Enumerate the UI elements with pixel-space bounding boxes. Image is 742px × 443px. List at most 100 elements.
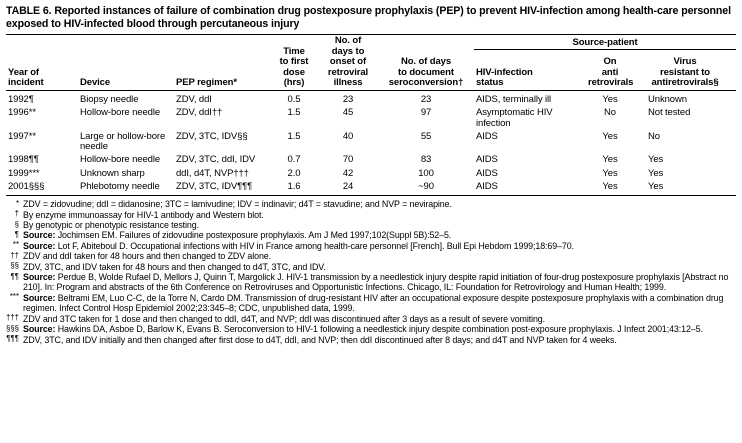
footnote-text: Source: Perdue B, Wolde Rufael D, Mellor… <box>23 272 736 293</box>
cell-virus-resistant: Yes <box>648 154 664 166</box>
cell-regimen: ZDV, ddI <box>176 93 212 105</box>
footnote: §§§ Source: Hawkins DA, Asboe D, Barlow … <box>6 324 736 335</box>
cell-regimen: ZDV, 3TC, ddI, IDV <box>176 154 256 166</box>
footnote-source-label: Source: <box>23 272 56 283</box>
col-header-device: Device <box>78 36 174 91</box>
footnote-source-label: Source: <box>23 240 56 251</box>
footnote-body: Hawkins DA, Asboe D, Barlow K, Evans B. … <box>55 324 703 335</box>
col-group-source-patient: Source-patient <box>474 36 737 51</box>
cell-year: 2001§§§ <box>6 179 78 197</box>
footnote-text: By enzyme immunoassay for HIV-1 antibody… <box>23 210 736 220</box>
footnote-text: Source: Hawkins DA, Asboe D, Barlow K, E… <box>23 324 736 334</box>
header-row-1: Year of incident Device PEP regimen* Tim… <box>6 35 737 91</box>
table-row: 1997** Large or hollow-bore needle ZDV, … <box>6 129 736 153</box>
pep-failure-table: Year of incident Device PEP regimen* Tim… <box>6 35 737 197</box>
footnote: *** Source: Beltrami EM, Luo C-C, de la … <box>6 292 736 314</box>
footnotes-section: * ZDV = zidovudine; ddI = didanosine; 3T… <box>6 199 736 345</box>
footnote-text: ZDV, 3TC, and IDV initially and then cha… <box>23 335 736 345</box>
cell-year: 1992¶ <box>8 93 34 105</box>
footnote-body: ZDV and ddI taken for 48 hours and then … <box>23 251 271 262</box>
cell-on-antiretrovirals: Yes <box>602 167 618 179</box>
footnote-body: ZDV = zidovudine; ddI = didanosine; 3TC … <box>23 199 452 210</box>
footnote-marker: ** <box>12 240 19 250</box>
cell-hiv-status: AIDS <box>476 130 498 142</box>
footnote-marker: ††† <box>6 313 20 323</box>
table-row: 1999*** Unknown sharp ddI, d4T, NVP††† 2… <box>6 166 736 179</box>
footnote-marker: * <box>15 198 19 208</box>
footnote-body: Lot F, Abiteboul D. Occupational infecti… <box>55 240 574 251</box>
footnote-text: Source: Beltrami EM, Luo C-C, de la Torr… <box>23 293 736 314</box>
footnote-marker: † <box>14 209 19 219</box>
cell-device: Unknown sharp <box>80 167 145 179</box>
cell-seroconversion-days: 83 <box>420 154 432 166</box>
footnote-marker: §§ <box>10 261 19 271</box>
cell-virus-resistant: Not tested <box>648 107 691 119</box>
footnote-text: ZDV = zidovudine; ddI = didanosine; 3TC … <box>23 199 736 209</box>
footnote-body: By enzyme immunoassay for HIV-1 antibody… <box>23 209 264 220</box>
cell-time: 1.5 <box>287 130 301 142</box>
cell-seroconversion-days: 97 <box>420 107 432 119</box>
footnote-body: ZDV and 3TC taken for 1 dose and then ch… <box>23 313 545 324</box>
footnote-text: Source: Jochimsen EM. Failures of zidovu… <box>23 230 736 240</box>
footnote: ¶ Source: Jochimsen EM. Failures of zido… <box>6 229 736 241</box>
cell-hiv-status: AIDS <box>476 154 498 166</box>
cell-time: 2.0 <box>287 167 301 179</box>
footnote-text: Source: Lot F, Abiteboul D. Occupational… <box>23 241 736 251</box>
cell-seroconversion-days: ~90 <box>378 179 474 197</box>
cell-device: Hollow-bore needle <box>80 154 161 166</box>
cell-on-antiretrovirals: No <box>604 107 616 119</box>
footnote: ¶¶¶ ZDV, 3TC, and IDV initially and then… <box>6 334 736 345</box>
cell-regimen: ZDV, ddI†† <box>176 107 223 119</box>
footnote-marker: ¶ <box>14 229 19 239</box>
cell-time: 0.5 <box>287 93 301 105</box>
cell-device: Biopsy needle <box>80 93 139 105</box>
cell-hiv-status: AIDS <box>474 179 586 197</box>
header-row-2: HIV-infection status On anti retrovirals… <box>6 49 737 91</box>
cell-onset-days: 23 <box>342 93 354 105</box>
cell-virus-resistant: Yes <box>634 179 737 197</box>
cell-year: 1997** <box>8 130 36 142</box>
footnote-body: By genotypic or phenotypic resistance te… <box>23 220 199 231</box>
footnote-body: ZDV, 3TC, and IDV taken for 48 hours and… <box>23 261 326 272</box>
footnote: §§ ZDV, 3TC, and IDV taken for 48 hours … <box>6 261 736 272</box>
cell-regimen: ZDV, 3TC, IDV¶¶¶ <box>174 179 270 197</box>
cell-onset-days: 70 <box>342 154 354 166</box>
footnote: § By genotypic or phenotypic resistance … <box>6 219 736 231</box>
cell-year: 1996** <box>8 107 36 119</box>
footnote-text: ZDV, 3TC, and IDV taken for 48 hours and… <box>23 262 736 272</box>
title-rule <box>6 34 736 35</box>
cell-virus-resistant: No <box>648 130 660 142</box>
cell-onset-days: 24 <box>318 179 378 197</box>
footnote-source-label: Source: <box>23 230 56 241</box>
footnote-marker: § <box>14 219 19 229</box>
footnote-source-label: Source: <box>23 292 56 303</box>
cell-onset-days: 45 <box>342 107 354 119</box>
cell-time: 1.5 <box>287 107 301 119</box>
cell-on-antiretrovirals: Yes <box>602 93 618 105</box>
footnote-marker: ¶¶¶ <box>6 334 19 343</box>
document-page: TABLE 6. Reported instances of failure o… <box>6 5 737 345</box>
col-header-pep-regimen: PEP regimen* <box>174 36 270 91</box>
col-header-on-antiretrovirals: On anti retrovirals <box>586 49 634 91</box>
cell-time: 1.6 <box>270 179 318 197</box>
col-header-days-to-onset: No. of days to onset of retroviral illne… <box>318 35 378 91</box>
cell-regimen: ZDV, 3TC, IDV§§ <box>176 130 248 142</box>
footnote: ** Source: Lot F, Abiteboul D. Occupatio… <box>6 240 736 251</box>
footnote-source-label: Source: <box>23 324 56 335</box>
col-header-year-of-incident: Year of incident <box>6 36 78 91</box>
footnote-marker: *** <box>9 292 19 302</box>
footnote: ††† ZDV and 3TC taken for 1 dose and the… <box>6 313 736 324</box>
cell-onset-days: 42 <box>342 167 354 179</box>
cell-on-antiretrovirals: Yes <box>602 130 618 142</box>
footnote-text: ZDV and 3TC taken for 1 dose and then ch… <box>23 314 736 324</box>
col-header-hiv-infection-status: HIV-infection status <box>474 49 586 91</box>
footnote: ¶¶ Source: Perdue B, Wolde Rufael D, Mel… <box>6 272 736 293</box>
footnote-body: Jochimsen EM. Failures of zidovudine pos… <box>55 230 452 241</box>
footnote: † By enzyme immunoassay for HIV-1 antibo… <box>6 209 736 220</box>
footnote-marker: ¶¶ <box>10 271 19 281</box>
cell-device: Phlebotomy needle <box>78 179 174 197</box>
footnote-body: Beltrami EM, Luo C-C, de la Torre N, Car… <box>23 292 724 314</box>
table-title: TABLE 6. Reported instances of failure o… <box>6 5 731 30</box>
cell-year: 1999*** <box>8 167 40 179</box>
footnote-body: Perdue B, Wolde Rufael D, Mellors J, Qui… <box>23 272 729 293</box>
